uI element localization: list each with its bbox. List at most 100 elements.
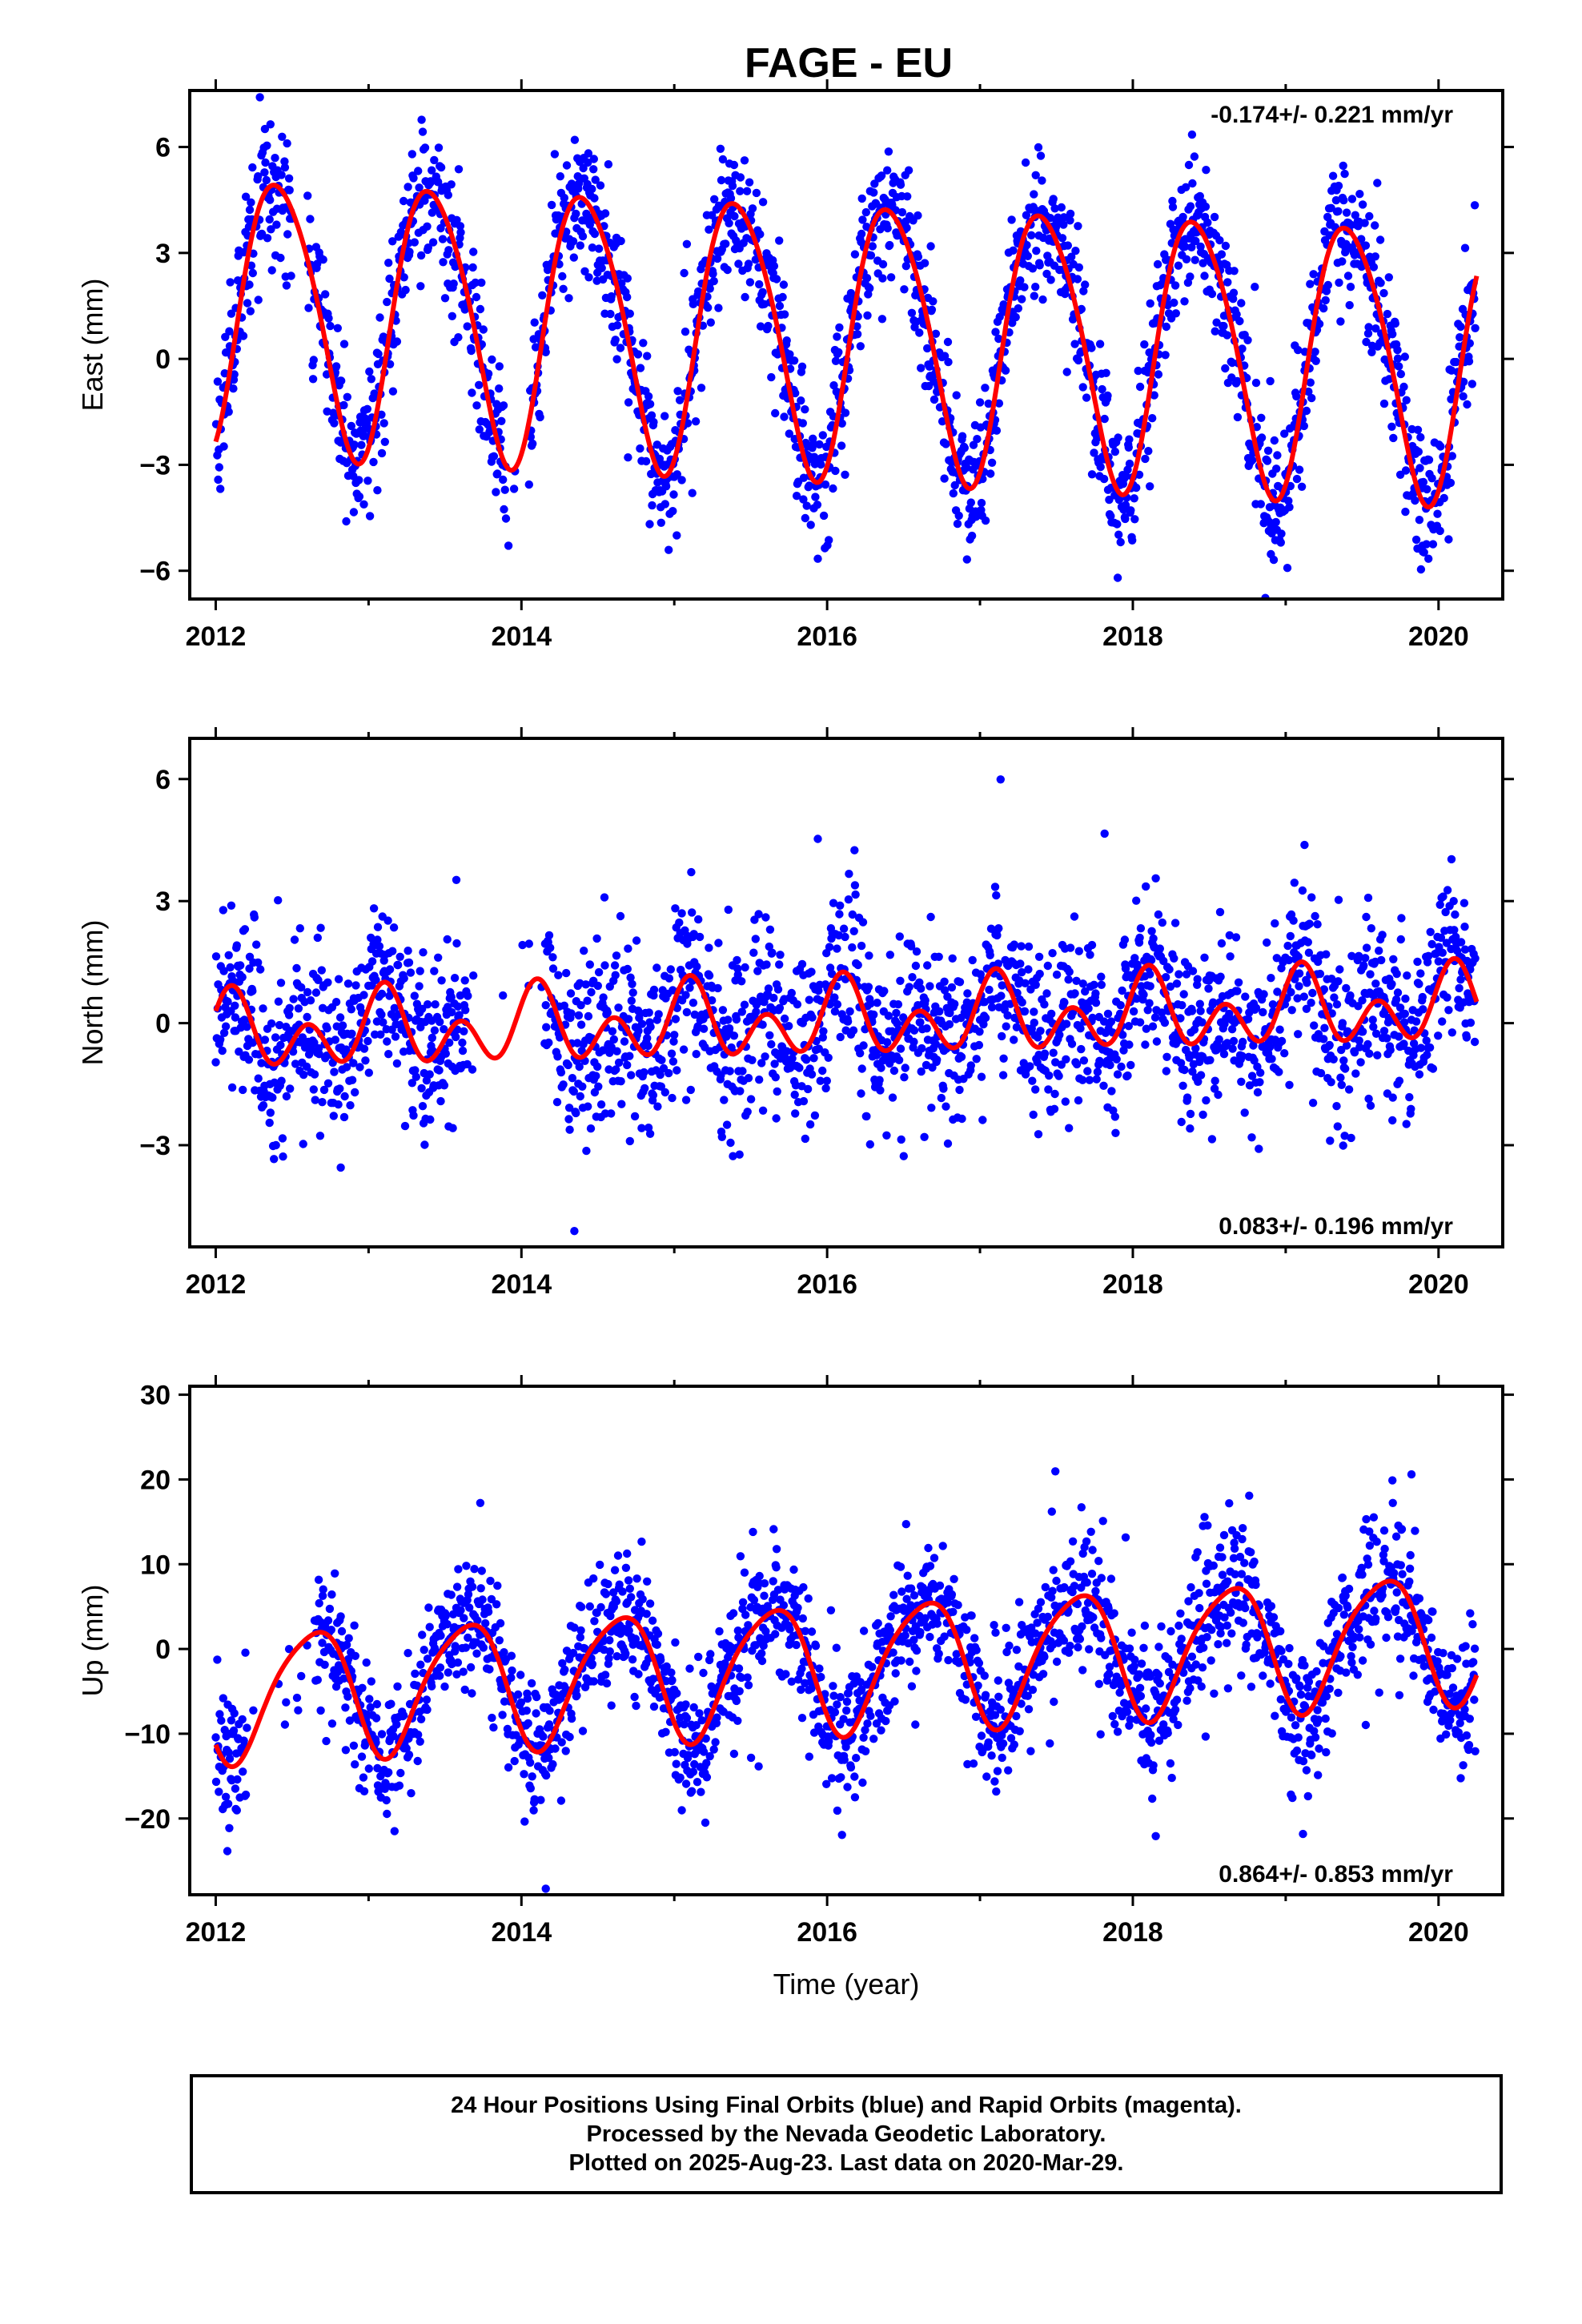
data-point	[990, 883, 1000, 891]
data-point	[1140, 340, 1149, 349]
data-point	[1471, 324, 1480, 332]
data-point	[791, 388, 800, 398]
data-point	[1135, 1018, 1145, 1027]
data-point	[683, 419, 693, 428]
data-point	[1275, 1025, 1284, 1034]
data-point	[343, 1655, 353, 1664]
data-point	[886, 273, 896, 282]
data-point	[787, 988, 796, 998]
data-point	[963, 989, 972, 998]
data-point	[1206, 1055, 1215, 1065]
data-point	[1082, 393, 1091, 402]
data-point	[858, 918, 868, 927]
data-point	[1290, 879, 1299, 887]
data-point	[1107, 1087, 1116, 1096]
data-point	[979, 1019, 988, 1029]
data-point	[1387, 979, 1396, 989]
data-point	[669, 1057, 678, 1066]
data-point	[1002, 1022, 1010, 1031]
data-point	[927, 305, 937, 314]
data-point	[721, 239, 730, 248]
data-point	[1435, 900, 1444, 910]
data-point	[821, 1084, 830, 1093]
data-point	[679, 1045, 689, 1054]
data-point	[392, 1059, 402, 1068]
data-point	[631, 1634, 640, 1643]
data-point	[733, 955, 741, 965]
data-point	[438, 235, 448, 243]
data-point	[213, 377, 223, 386]
data-point	[1299, 421, 1309, 431]
data-point	[813, 834, 822, 843]
data-point	[327, 1719, 337, 1728]
data-point	[468, 388, 476, 397]
data-point	[1315, 320, 1324, 328]
data-point	[1369, 1023, 1378, 1031]
data-point	[1065, 1124, 1074, 1132]
data-point	[1289, 916, 1298, 925]
data-point	[1121, 514, 1130, 524]
data-point	[758, 1106, 768, 1116]
data-point	[1099, 1081, 1108, 1091]
data-point	[1319, 304, 1328, 313]
data-point	[645, 1129, 655, 1139]
data-point	[1333, 1122, 1343, 1131]
data-point	[632, 1701, 640, 1711]
data-point	[578, 1082, 587, 1092]
data-point	[641, 456, 651, 466]
data-point	[1198, 1018, 1207, 1027]
data-point	[605, 1647, 614, 1656]
data-point	[495, 1636, 504, 1645]
data-point	[1355, 190, 1364, 199]
data-point	[1328, 171, 1338, 180]
data-point	[278, 1134, 287, 1143]
data-point	[330, 419, 339, 428]
data-point	[461, 1006, 470, 1015]
data-point	[370, 633, 378, 641]
data-point	[342, 1063, 351, 1072]
data-point	[357, 1752, 367, 1761]
data-point	[576, 1001, 585, 1010]
data-point	[746, 1095, 756, 1104]
data-point	[231, 1001, 239, 1011]
data-point	[1321, 296, 1330, 305]
data-point	[754, 910, 763, 919]
data-point	[466, 1663, 476, 1672]
data-point	[1325, 1040, 1334, 1050]
data-point	[1046, 275, 1055, 284]
data-point	[958, 1114, 966, 1124]
data-point	[275, 1020, 284, 1030]
data-point	[801, 405, 809, 414]
data-point	[649, 1702, 659, 1711]
data-point	[219, 1694, 227, 1703]
data-point	[866, 251, 876, 260]
data-point	[1273, 451, 1282, 460]
data-point	[1066, 209, 1075, 219]
data-point	[639, 339, 648, 348]
data-point	[624, 453, 632, 462]
data-point	[452, 939, 461, 948]
data-point	[1384, 273, 1394, 282]
data-point	[413, 1756, 422, 1766]
data-point	[1225, 931, 1235, 940]
data-point	[1351, 1069, 1360, 1078]
data-point	[485, 1665, 494, 1674]
data-point	[1042, 989, 1051, 998]
data-point	[1334, 207, 1343, 215]
data-point	[241, 192, 251, 201]
data-point	[699, 1024, 709, 1033]
data-point	[608, 1027, 617, 1036]
data-point	[835, 910, 844, 919]
data-point	[1444, 1006, 1453, 1015]
data-point	[1044, 1085, 1053, 1094]
data-point	[1460, 945, 1470, 954]
data-point	[612, 1047, 621, 1055]
data-point	[644, 392, 653, 401]
data-point	[339, 340, 349, 348]
data-point	[1319, 985, 1329, 994]
data-point	[493, 1581, 502, 1590]
data-point	[335, 1084, 344, 1093]
data-point	[1211, 327, 1219, 336]
data-point	[230, 370, 239, 379]
data-point	[625, 1136, 634, 1146]
